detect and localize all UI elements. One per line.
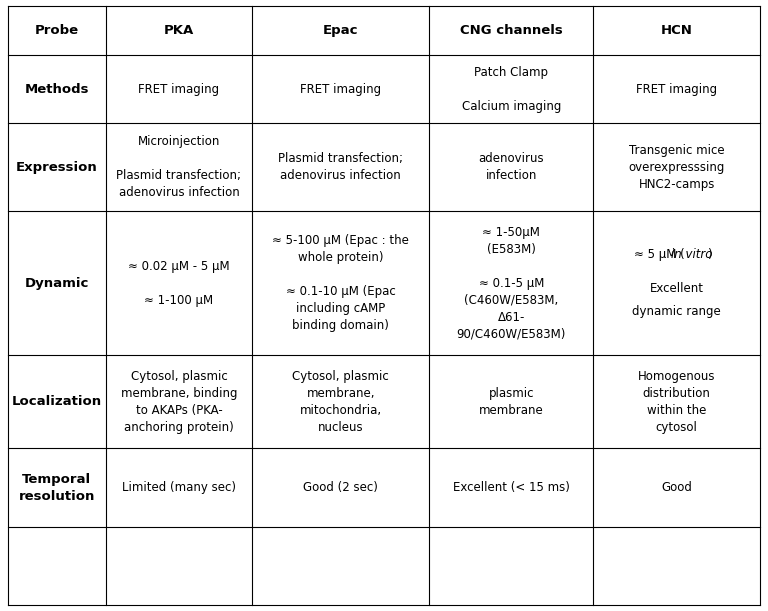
Text: in vitro: in vitro: [670, 249, 712, 262]
Text: ≈ 0.02 μM - 5 μM

≈ 1-100 μM: ≈ 0.02 μM - 5 μM ≈ 1-100 μM: [128, 260, 230, 307]
Text: Homogenous
distribution
within the
cytosol: Homogenous distribution within the cytos…: [638, 370, 716, 434]
Text: Microinjection

Plasmid transfection;
adenovirus infection: Microinjection Plasmid transfection; ade…: [117, 135, 241, 199]
Text: Excellent (< 15 ms): Excellent (< 15 ms): [453, 481, 570, 494]
Text: Limited (many sec): Limited (many sec): [122, 481, 236, 494]
Text: FRET imaging: FRET imaging: [636, 82, 717, 95]
Text: Expression: Expression: [15, 161, 98, 174]
Text: Patch Clamp

Calcium imaging: Patch Clamp Calcium imaging: [462, 65, 561, 112]
Text: Dynamic: Dynamic: [25, 277, 89, 290]
Text: FRET imaging: FRET imaging: [138, 82, 220, 95]
Text: PKA: PKA: [164, 24, 194, 37]
Text: dynamic range: dynamic range: [632, 306, 721, 318]
Text: Methods: Methods: [25, 82, 89, 95]
Text: HCN: HCN: [660, 24, 693, 37]
Text: Transgenic mice
overexpresssing
HNC2-camps: Transgenic mice overexpresssing HNC2-cam…: [628, 144, 725, 191]
Text: Cytosol, plasmic
membrane, binding
to AKAPs (PKA-
anchoring protein): Cytosol, plasmic membrane, binding to AK…: [121, 370, 237, 434]
Text: Plasmid transfection;
adenovirus infection: Plasmid transfection; adenovirus infecti…: [278, 152, 403, 182]
Text: ≈ 1-50μM
(E583M)

≈ 0.1-5 μM
(C460W/E583M,
Δ61-
90/C460W/E583M): ≈ 1-50μM (E583M) ≈ 0.1-5 μM (C460W/E583M…: [456, 226, 566, 341]
Text: Temporal
resolution: Temporal resolution: [18, 472, 94, 502]
Text: Good (2 sec): Good (2 sec): [303, 481, 378, 494]
Text: Epac: Epac: [323, 24, 359, 37]
Text: plasmic
membrane: plasmic membrane: [478, 387, 544, 417]
Text: ≈ 5 μM (: ≈ 5 μM (: [634, 249, 684, 262]
Text: FRET imaging: FRET imaging: [300, 82, 381, 95]
Text: Localization: Localization: [12, 395, 101, 408]
Text: adenovirus
infection: adenovirus infection: [478, 152, 544, 182]
Text: ): ): [707, 249, 711, 262]
Text: Excellent: Excellent: [650, 282, 703, 295]
Text: Good: Good: [661, 481, 692, 494]
Text: Cytosol, plasmic
membrane,
mitochondria,
nucleus: Cytosol, plasmic membrane, mitochondria,…: [293, 370, 389, 434]
Text: ≈ 5-100 μM (Epac : the
whole protein)

≈ 0.1-10 μM (Epac
including cAMP
binding : ≈ 5-100 μM (Epac : the whole protein) ≈ …: [273, 235, 409, 332]
Text: CNG channels: CNG channels: [460, 24, 563, 37]
Text: Probe: Probe: [35, 24, 78, 37]
